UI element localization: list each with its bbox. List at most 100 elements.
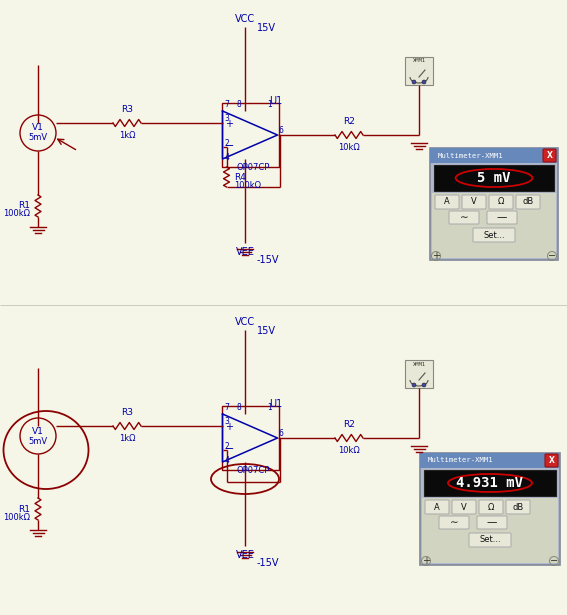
- Circle shape: [412, 80, 416, 84]
- Circle shape: [412, 383, 416, 387]
- Text: ∼: ∼: [450, 517, 458, 528]
- Text: Ω: Ω: [488, 502, 494, 512]
- Text: V1: V1: [32, 426, 44, 435]
- Text: −: −: [548, 251, 556, 261]
- Text: 7: 7: [225, 100, 230, 109]
- Text: 100kΩ: 100kΩ: [3, 512, 30, 522]
- FancyBboxPatch shape: [432, 193, 556, 258]
- Text: U1: U1: [269, 399, 283, 409]
- FancyBboxPatch shape: [430, 148, 558, 163]
- FancyBboxPatch shape: [434, 165, 554, 191]
- Text: R1: R1: [18, 202, 30, 210]
- Text: OP07CP: OP07CP: [236, 466, 270, 475]
- FancyBboxPatch shape: [469, 533, 511, 547]
- Text: R2: R2: [343, 420, 355, 429]
- Text: OP07CP: OP07CP: [236, 163, 270, 172]
- Text: 8: 8: [236, 100, 241, 109]
- FancyBboxPatch shape: [473, 228, 515, 242]
- Text: +: +: [226, 422, 234, 432]
- Text: 100kΩ: 100kΩ: [3, 210, 30, 218]
- Text: R3: R3: [121, 408, 133, 417]
- FancyBboxPatch shape: [439, 516, 469, 529]
- Text: 100kΩ: 100kΩ: [235, 180, 261, 189]
- FancyBboxPatch shape: [477, 516, 507, 529]
- Text: dB: dB: [513, 502, 524, 512]
- Text: XMM1: XMM1: [413, 58, 425, 63]
- Text: 6: 6: [278, 429, 284, 438]
- Text: Ω: Ω: [498, 197, 504, 207]
- FancyBboxPatch shape: [424, 470, 556, 496]
- Text: 6: 6: [278, 126, 284, 135]
- Text: V: V: [471, 197, 477, 207]
- Text: R2: R2: [343, 117, 355, 126]
- Text: Multimeter-XMM1: Multimeter-XMM1: [428, 458, 494, 464]
- Text: R1: R1: [18, 504, 30, 514]
- Text: −: −: [225, 444, 234, 454]
- Circle shape: [422, 383, 426, 387]
- Text: A: A: [434, 502, 440, 512]
- Text: U1: U1: [269, 96, 283, 106]
- Text: 1kΩ: 1kΩ: [119, 434, 136, 443]
- FancyBboxPatch shape: [422, 498, 558, 563]
- Text: XMM1: XMM1: [413, 362, 425, 367]
- FancyBboxPatch shape: [545, 454, 558, 467]
- Text: 1: 1: [268, 100, 272, 109]
- Text: -15V: -15V: [257, 558, 280, 568]
- Text: VEE: VEE: [235, 247, 255, 257]
- Text: 2: 2: [225, 442, 229, 451]
- FancyBboxPatch shape: [543, 149, 556, 162]
- Text: 3: 3: [225, 417, 230, 426]
- Text: +: +: [226, 119, 234, 129]
- Text: +: +: [422, 556, 430, 566]
- Text: VCC: VCC: [235, 14, 255, 24]
- Text: Set...: Set...: [483, 231, 505, 239]
- Text: 4.931 mV: 4.931 mV: [456, 476, 523, 490]
- Text: X: X: [547, 151, 552, 160]
- Text: 1kΩ: 1kΩ: [119, 131, 136, 140]
- FancyBboxPatch shape: [405, 57, 433, 85]
- Text: X: X: [548, 456, 555, 465]
- FancyBboxPatch shape: [449, 211, 479, 224]
- FancyBboxPatch shape: [425, 500, 449, 514]
- Text: R3: R3: [121, 105, 133, 114]
- FancyBboxPatch shape: [506, 500, 530, 514]
- Text: 1: 1: [268, 403, 272, 412]
- Text: 8: 8: [236, 403, 241, 412]
- FancyBboxPatch shape: [516, 195, 540, 209]
- FancyBboxPatch shape: [405, 360, 433, 388]
- Text: 5mV: 5mV: [28, 437, 48, 445]
- FancyBboxPatch shape: [479, 500, 503, 514]
- Text: —: —: [497, 213, 507, 223]
- Text: 7: 7: [225, 403, 230, 412]
- Text: VCC: VCC: [235, 317, 255, 327]
- Text: 5 mV: 5 mV: [477, 171, 511, 185]
- Text: 10kΩ: 10kΩ: [338, 143, 360, 152]
- FancyBboxPatch shape: [430, 148, 558, 260]
- Text: dB: dB: [522, 197, 534, 207]
- Text: —: —: [487, 517, 497, 528]
- Text: −: −: [550, 556, 558, 566]
- FancyBboxPatch shape: [435, 195, 459, 209]
- Text: 4: 4: [225, 153, 230, 162]
- Text: 3: 3: [225, 114, 230, 123]
- FancyBboxPatch shape: [489, 195, 513, 209]
- FancyBboxPatch shape: [462, 195, 486, 209]
- Text: R4: R4: [235, 172, 247, 181]
- Text: 2: 2: [225, 139, 229, 148]
- FancyBboxPatch shape: [452, 500, 476, 514]
- Text: 10kΩ: 10kΩ: [338, 446, 360, 455]
- FancyBboxPatch shape: [420, 453, 560, 565]
- Text: 5mV: 5mV: [28, 133, 48, 143]
- Text: V: V: [461, 502, 467, 512]
- Text: A: A: [444, 197, 450, 207]
- Bar: [222, 103, 278, 167]
- Text: −: −: [225, 141, 234, 151]
- Bar: [222, 406, 278, 470]
- Text: Multimeter-XMM1: Multimeter-XMM1: [438, 153, 503, 159]
- Text: 15V: 15V: [257, 23, 276, 33]
- Circle shape: [422, 80, 426, 84]
- Text: ∼: ∼: [460, 213, 468, 223]
- FancyBboxPatch shape: [487, 211, 517, 224]
- Text: V1: V1: [32, 124, 44, 132]
- Text: VEE: VEE: [235, 550, 255, 560]
